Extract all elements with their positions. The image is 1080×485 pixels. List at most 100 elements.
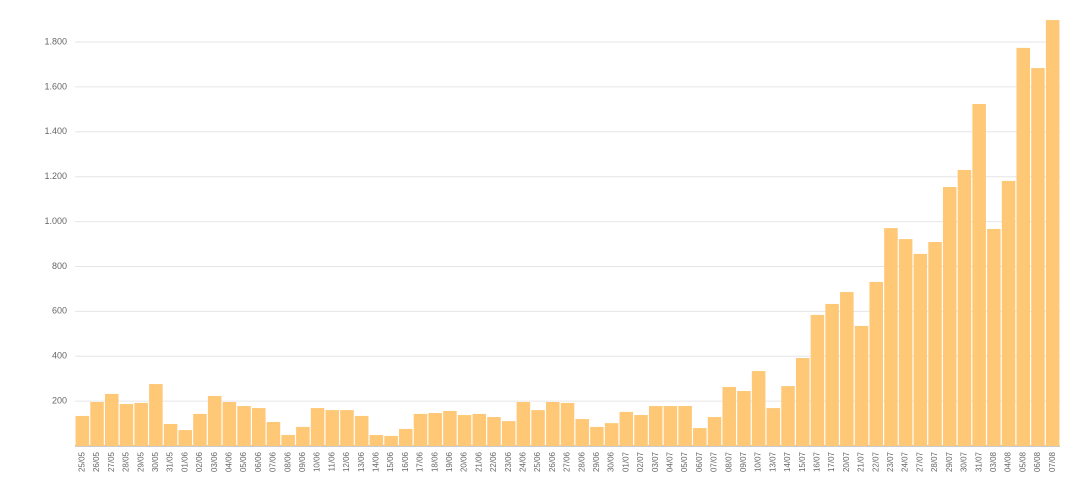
x-tick-label: 01/06 [180,451,189,472]
bar [942,187,957,446]
bar [972,103,986,447]
bar [457,415,472,446]
bar [1045,20,1060,447]
bar [399,428,413,446]
x-tick-label: 05/08 [1018,451,1027,472]
x-tick-label: 09/07 [739,451,748,472]
x-tick-label: 20/06 [460,451,469,472]
x-tick-label: 06/06 [254,451,263,472]
bar [840,292,854,446]
x-tick-label: 28/07 [930,451,939,472]
bar [119,404,134,446]
bar [325,410,340,446]
x-tick-label: 26/05 [92,451,101,472]
x-tick-label: 07/07 [710,451,719,472]
bar [854,325,869,446]
x-tick-label: 23/06 [504,451,513,472]
bar [149,384,163,446]
x-tick-label: 12/06 [342,451,351,472]
x-tick-label: 01/07 [621,451,630,472]
bar [898,239,913,446]
bar [751,371,766,446]
bar [693,428,707,446]
y-tick-label: 400 [52,351,67,361]
x-tick-label: 11/06 [327,451,336,471]
x-tick-label: 30/05 [151,451,160,472]
bar [737,391,751,446]
y-tick-label: 1.200 [44,171,67,181]
x-tick-label: 16/07 [813,451,822,472]
x-tick-label: 06/07 [695,451,704,472]
y-tick-label: 1.000 [44,216,67,226]
x-tick-label: 28/05 [122,451,131,472]
x-tick-label: 15/07 [798,451,807,472]
bar [193,413,207,446]
x-tick-label: 08/07 [724,451,733,472]
bar [90,402,104,446]
y-tick-label: 1.600 [44,81,67,91]
x-tick-label: 25/06 [533,451,542,472]
x-tick-label: 21/07 [857,451,866,472]
x-tick-label: 31/05 [166,451,175,472]
x-tick-label: 21/06 [474,451,483,472]
bar [766,408,781,446]
x-tick-label: 10/07 [754,451,763,472]
bar [487,417,501,446]
x-tick-label: 30/06 [607,451,616,472]
bar [472,413,487,446]
x-tick-label: 24/07 [901,451,910,472]
bar [590,426,604,446]
x-tick-label: 19/06 [445,451,454,472]
bar [987,228,1001,446]
x-tick-label: 27/07 [915,451,924,472]
bar [163,424,178,446]
bar [648,406,663,446]
x-tick-label: 28/06 [577,451,586,472]
x-tick-label: 07/06 [269,451,278,472]
bar [575,419,589,446]
x-tick-label: 22/06 [489,451,498,472]
bar [413,413,428,446]
x-tick-label: 16/06 [401,451,410,472]
bar [384,435,398,446]
x-tick-label: 07/08 [1048,451,1057,472]
bar [619,411,634,446]
y-tick-label: 600 [52,306,67,316]
bar [869,281,883,446]
x-tick-label: 04/06 [224,451,233,472]
bar [281,435,295,446]
x-tick-label: 25/05 [77,451,86,472]
x-tick-label: 05/06 [239,451,248,472]
bar [516,402,531,446]
bar [634,415,648,446]
x-tick-label: 08/06 [283,451,292,472]
x-tick-label: 29/07 [945,451,954,472]
y-tick-label: 1.800 [44,36,67,46]
bar [1016,47,1031,447]
bar [531,410,545,446]
bar [252,408,266,446]
bar [340,410,354,446]
bar [884,228,898,446]
x-tick-label: 17/06 [416,451,425,472]
x-tick-label: 13/06 [357,451,366,472]
bar [369,435,384,446]
bar [678,406,692,446]
x-tick-label: 06/08 [1033,451,1042,472]
bar [825,303,839,446]
x-tick-label: 22/07 [871,451,880,472]
x-tick-label: 13/07 [768,451,777,472]
bar [781,386,795,446]
y-tick-label: 1.400 [44,126,67,136]
bar [604,423,619,446]
bar [310,408,325,446]
bar [957,169,972,447]
x-tick-label: 14/07 [783,451,792,472]
x-tick-label: 29/06 [592,451,601,472]
bar [795,358,810,446]
bar [560,402,575,446]
x-tick-label: 18/06 [430,451,439,472]
bar [428,413,442,446]
